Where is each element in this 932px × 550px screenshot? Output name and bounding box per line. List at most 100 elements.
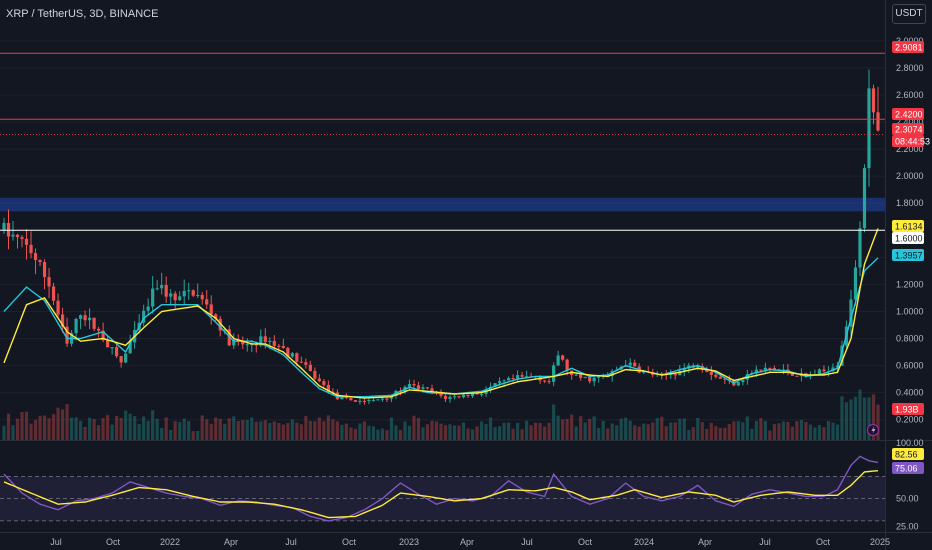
candle-body xyxy=(448,396,452,400)
candle-body xyxy=(38,260,42,263)
x-label-5: Oct xyxy=(342,537,357,547)
candle-body xyxy=(479,393,484,395)
volume-bar xyxy=(389,417,394,440)
volume-bar xyxy=(470,429,475,440)
volume-bar xyxy=(813,427,817,440)
volume-bar xyxy=(335,421,339,440)
candle-body xyxy=(11,234,15,237)
volume-bar xyxy=(344,423,348,440)
candle-body xyxy=(461,394,466,398)
candle-body xyxy=(15,234,20,238)
volume-bar xyxy=(610,423,614,440)
volume-bar xyxy=(633,425,637,440)
volume-bar xyxy=(858,389,862,440)
volume-bar xyxy=(732,421,736,440)
price-axis[interactable]: 3.0000 2.8000 2.6000 2.4000 2.2000 2.0000 1.80… xyxy=(885,0,924,550)
volume-bar xyxy=(133,416,137,440)
candle-body xyxy=(385,398,389,400)
volume-bar xyxy=(191,431,195,440)
y-tick-14: 0.2000 xyxy=(896,415,924,425)
volume-bar xyxy=(259,421,263,440)
volume-bar xyxy=(835,424,840,440)
candle-body xyxy=(187,290,191,292)
volume-bar xyxy=(506,422,511,440)
candle-body xyxy=(209,304,213,315)
volume-bar xyxy=(322,421,326,440)
candle-body xyxy=(714,374,718,377)
candle-body xyxy=(92,317,96,329)
level-1600-label: 1.6000 xyxy=(895,234,923,244)
volume-bars xyxy=(2,389,880,440)
volume-bar xyxy=(876,404,880,440)
x-label-2: 2022 xyxy=(160,537,180,547)
volume-bar xyxy=(439,423,443,440)
candle-body xyxy=(407,384,412,387)
volume-bar xyxy=(308,420,312,440)
candle-body xyxy=(83,315,87,321)
volume-bar xyxy=(119,417,123,440)
x-label-7: Apr xyxy=(460,537,474,547)
level-2420-label: 2.4200 xyxy=(895,110,923,120)
volume-bar xyxy=(750,428,754,440)
volume-bar xyxy=(209,423,213,440)
volume-bar xyxy=(457,425,461,440)
volume-bar xyxy=(47,418,51,440)
x-label-14: 2025 xyxy=(870,537,890,547)
rsi-82-bg xyxy=(892,448,924,460)
volume-bar xyxy=(290,419,294,440)
volume-bar xyxy=(51,414,56,440)
candle-body xyxy=(322,381,326,385)
currency-button[interactable]: USDT xyxy=(892,4,926,24)
candle-body xyxy=(250,344,254,346)
y-tick-4: 2.2000 xyxy=(896,144,924,154)
volume-bar xyxy=(299,424,303,440)
horizontal-levels[interactable] xyxy=(0,52,885,231)
candle-body xyxy=(552,365,556,382)
x-label-4: Jul xyxy=(285,537,297,547)
candle-body xyxy=(78,315,83,319)
candle-body xyxy=(128,342,132,354)
candle-body xyxy=(173,293,177,301)
countdown-bg xyxy=(892,135,924,147)
candle-body xyxy=(588,376,592,382)
volume-bar xyxy=(547,422,551,440)
time-axis[interactable]: Jul Oct 2022 Apr Jul Oct 2023 Apr Jul Oct 2024 Apr J… xyxy=(0,532,932,548)
rsi-pane xyxy=(0,440,932,522)
candle-body xyxy=(101,330,105,341)
volume-bar xyxy=(254,421,258,440)
candle-body xyxy=(56,300,60,315)
candle-body xyxy=(263,336,267,342)
candle-body xyxy=(124,353,128,363)
candle-body xyxy=(705,369,709,372)
volume-bar xyxy=(488,417,493,440)
volume-bar xyxy=(407,425,412,440)
volume-bar xyxy=(515,422,520,440)
candle-body xyxy=(543,380,547,382)
y-tick-3: 2.4000 xyxy=(896,117,924,127)
candle-body xyxy=(358,400,362,402)
volume-bar xyxy=(124,410,128,440)
volume-bar xyxy=(20,412,24,440)
y-tick-9: 1.2000 xyxy=(896,279,924,289)
volume-bar xyxy=(268,422,272,440)
candle-body xyxy=(286,347,290,357)
volume-bar xyxy=(236,421,240,440)
volume-bar xyxy=(394,425,398,440)
volume-bar xyxy=(529,425,533,440)
zone-rect xyxy=(0,197,885,212)
candle-body xyxy=(254,344,258,346)
rsi-tick-2: 50.00 xyxy=(896,494,919,504)
candle-body xyxy=(191,290,195,296)
symbol-title[interactable]: XRP / TetherUS, 3D, BINANCE xyxy=(6,8,159,20)
volume-bar xyxy=(759,418,763,440)
volume-bar xyxy=(741,422,745,440)
volume-bar xyxy=(664,426,668,440)
last-price-bg xyxy=(892,123,924,135)
candle-body xyxy=(74,318,78,334)
candle-body xyxy=(178,296,182,301)
candle-body xyxy=(772,368,776,370)
volume-bar xyxy=(691,427,695,440)
volume-bar xyxy=(358,423,362,440)
candle-body xyxy=(47,277,51,287)
